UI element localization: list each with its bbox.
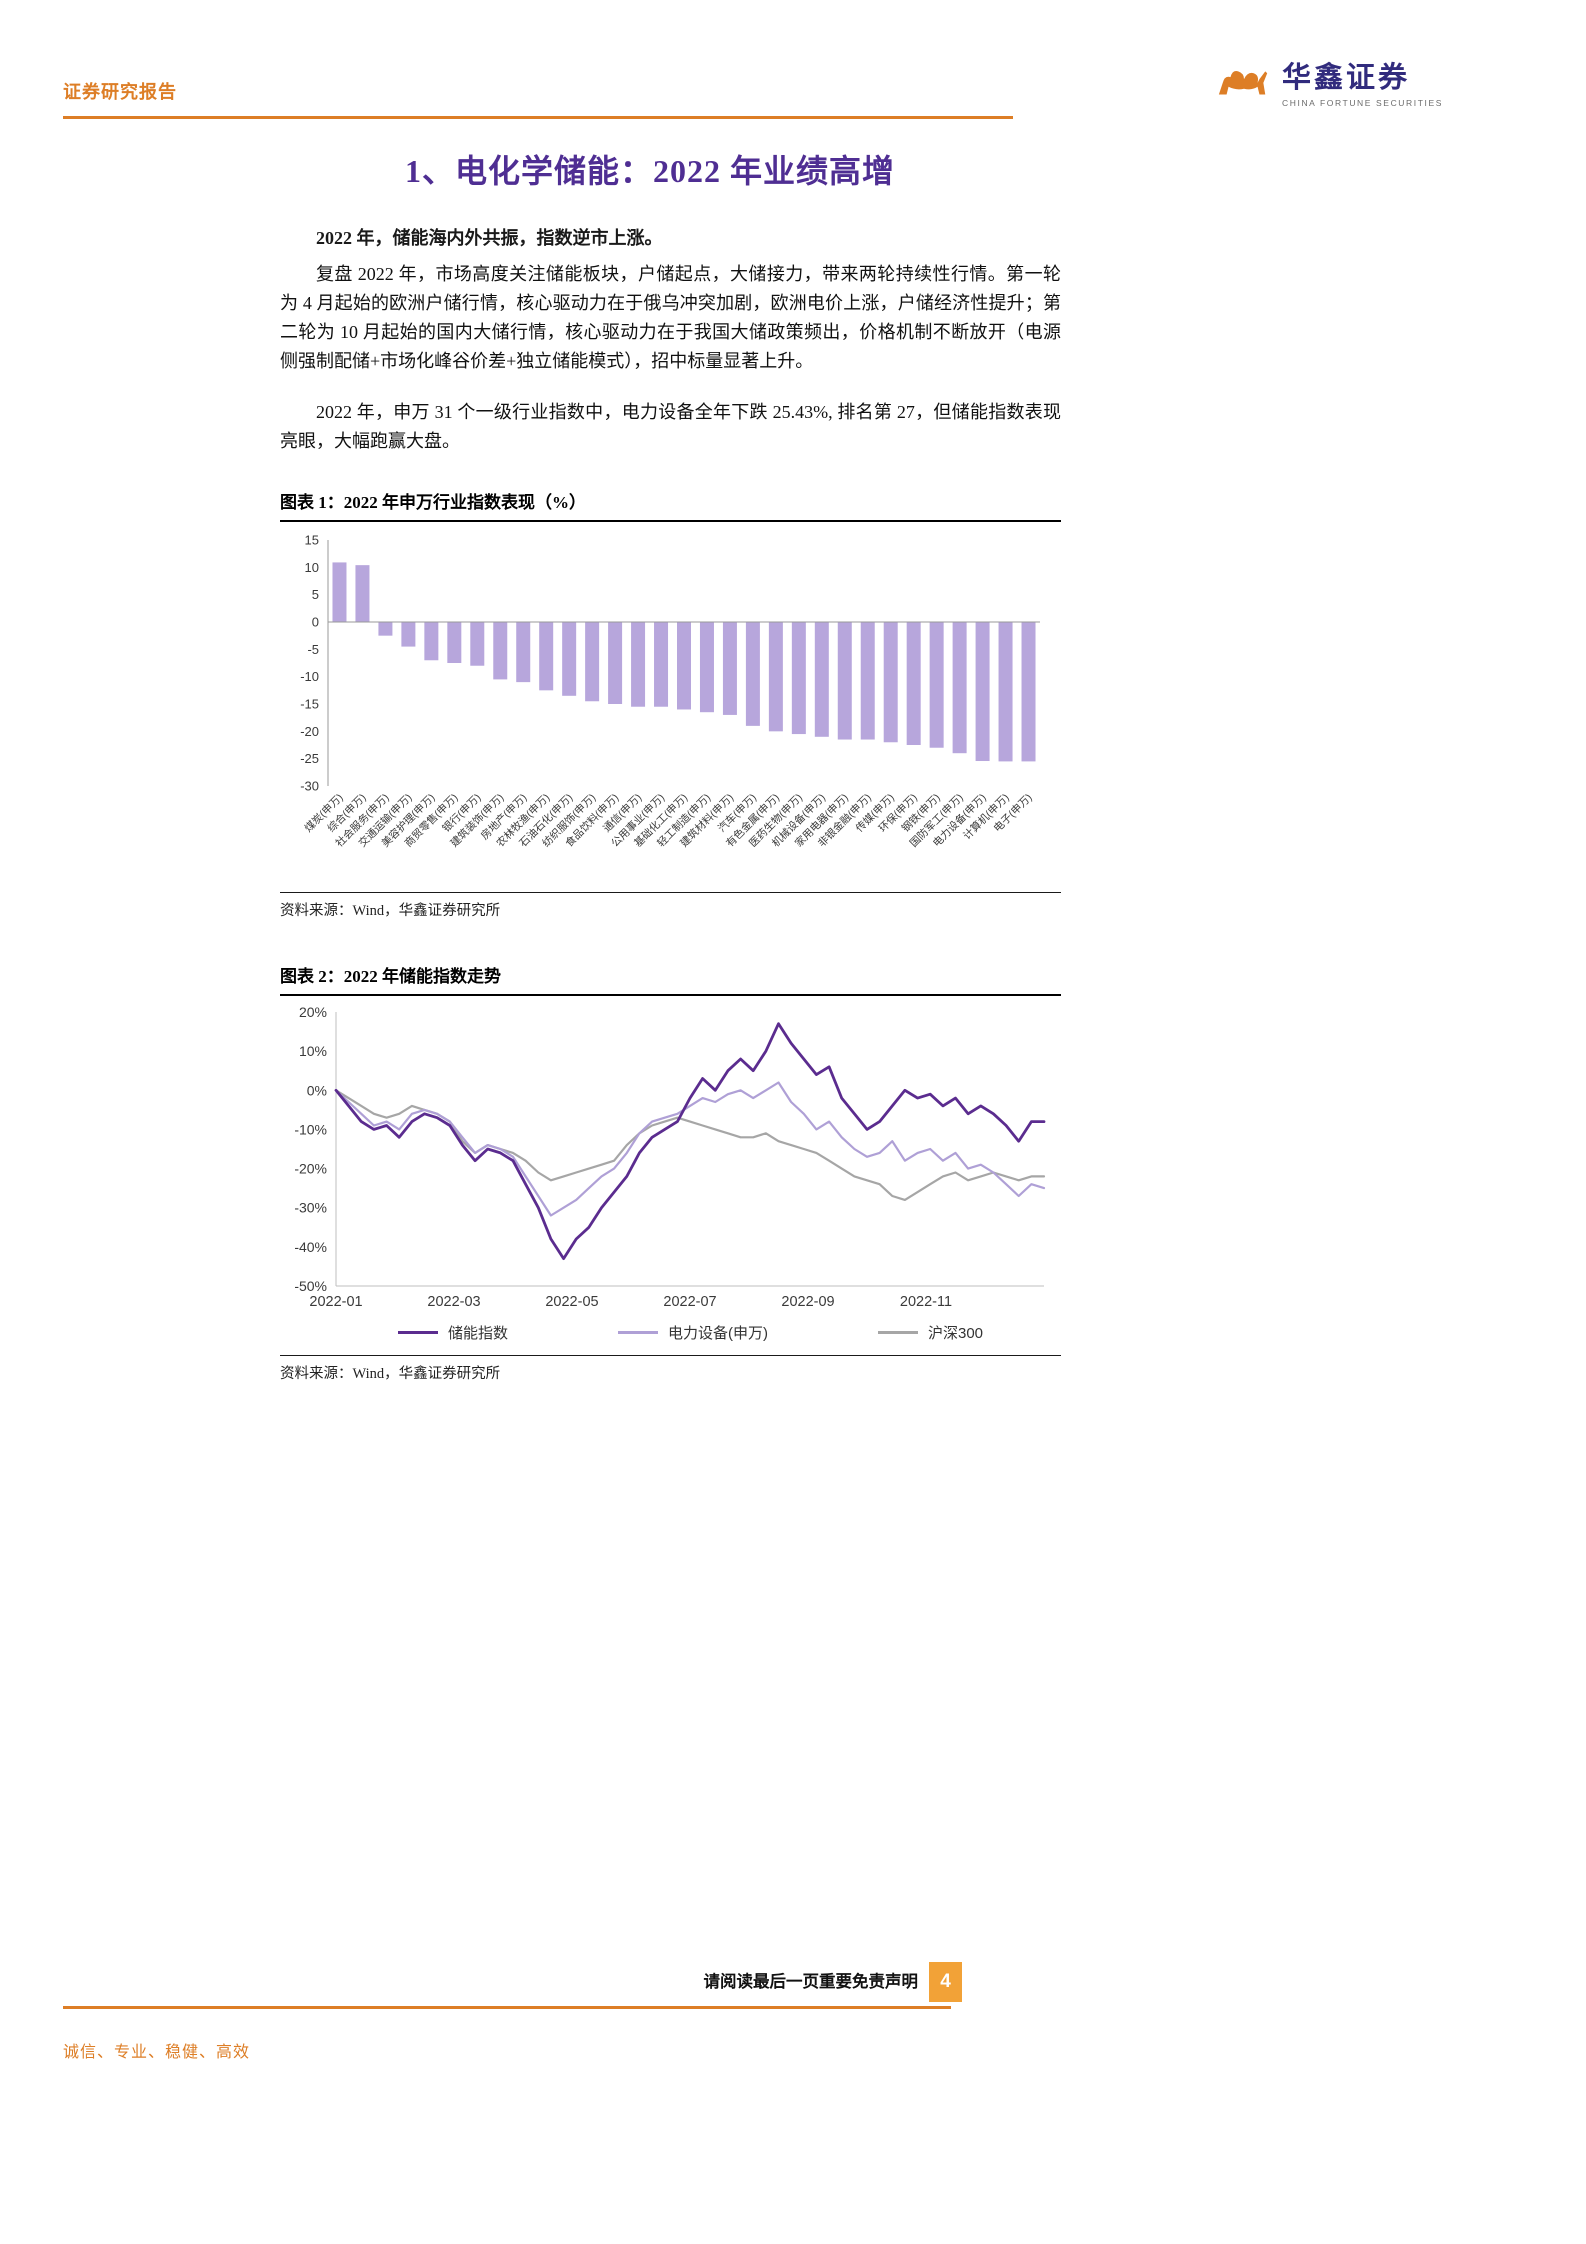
svg-text:2022-09: 2022-09 (781, 1294, 834, 1310)
svg-text:2022-11: 2022-11 (900, 1294, 952, 1310)
storage-index-line-chart: 20% 10% 0% -10% -20% -30% -40% -50%2022-01 2022-… (294, 1004, 1046, 1310)
paragraph-1: 复盘 2022 年，市场高度关注储能板块，户储起点，大储接力，带来两轮持续性行情… (280, 264, 1061, 371)
industry-performance-bar-chart: 151050-5-10-15-20-25-30煤炭(申万)综合(申万)社会服务(… (300, 533, 1040, 850)
legend-item-hs300: 沪深300 (877, 1322, 984, 1343)
svg-text:20%: 20% (299, 1004, 327, 1020)
svg-text:15: 15 (305, 533, 319, 548)
svg-text:-40%: -40% (294, 1239, 327, 1255)
svg-text:-30%: -30% (294, 1200, 327, 1216)
legend-item-power-equipment: 电力设备(申万) (617, 1322, 768, 1343)
chart-legend: 储能指数 电力设备(申万) 沪深300 (280, 1318, 1061, 1353)
svg-text:0: 0 (312, 615, 319, 630)
svg-text:2022-07: 2022-07 (663, 1294, 716, 1310)
legend-item-storage-index: 储能指数 (397, 1322, 508, 1343)
svg-text:-30: -30 (300, 779, 319, 794)
svg-text:2022-01: 2022-01 (309, 1294, 362, 1310)
svg-text:-20: -20 (300, 724, 319, 739)
figure-1-footer-rule: 资料来源：Wind，华鑫证券研究所 (280, 892, 1061, 920)
svg-text:5: 5 (312, 587, 319, 602)
header-rule (63, 116, 1013, 119)
legend-swatch-storage-index (397, 1330, 438, 1335)
svg-text:-15: -15 (300, 697, 319, 712)
disclaimer-text: 请阅读最后一页重要免责声明 (703, 1972, 919, 1991)
legend-label-power-equipment: 电力设备(申万) (667, 1325, 768, 1342)
svg-text:-10%: -10% (294, 1121, 327, 1137)
camel-logo-icon (1218, 70, 1268, 95)
svg-text:-50%: -50% (294, 1278, 327, 1294)
svg-text:2022-05: 2022-05 (545, 1294, 598, 1310)
svg-text:-20%: -20% (294, 1161, 327, 1177)
svg-text:10%: 10% (299, 1043, 327, 1059)
svg-text:10: 10 (305, 560, 319, 575)
paragraph-2: 2022 年，申万 31 个一级行业指数中，电力设备全年下跌 25.43%, 排… (280, 402, 1061, 451)
figure-1: 图表 1：2022 年申万行业指数表现（%） 15 10 5 0 -5 -10 -15 -20… (280, 488, 1061, 920)
figure-2: 图表 2：2022 年储能指数走势 20% 10% 0% -10% -20% -30% -4… (280, 962, 1061, 1383)
company-motto: 诚信、专业、稳健、高效 (63, 2044, 251, 2061)
figure-1-source: 资料来源：Wind，华鑫证券研究所 (280, 903, 501, 919)
svg-text:0%: 0% (307, 1082, 327, 1098)
svg-text:-10: -10 (300, 669, 319, 684)
legend-label-storage-index: 储能指数 (447, 1325, 508, 1342)
legend-swatch-power-equipment (617, 1330, 658, 1335)
lead-paragraph: 2022 年，储能海内外共振，指数逆市上涨。 (316, 228, 663, 248)
legend-label-hs300: 沪深300 (927, 1325, 984, 1342)
svg-text:-25: -25 (300, 751, 319, 766)
svg-text:2022-03: 2022-03 (427, 1294, 480, 1310)
figure-2-source: 资料来源：Wind，华鑫证券研究所 (280, 1366, 501, 1382)
figure-1-title: 图表 1：2022 年申万行业指数表现（%） (280, 488, 1061, 522)
figure-2-footer-rule: 资料来源：Wind，华鑫证券研究所 (280, 1355, 1061, 1383)
figure-2-title: 图表 2：2022 年储能指数走势 (280, 962, 1061, 996)
brand-subtitle: CHINA FORTUNE SECURITIES (1282, 98, 1444, 108)
brand-name: 华鑫证券 (1282, 62, 1411, 94)
legend-swatch-hs300 (877, 1330, 918, 1335)
report-type-label: 证券研究报告 (63, 82, 177, 102)
page-number-badge: 4 (929, 1962, 962, 2002)
svg-text:-5: -5 (307, 642, 319, 657)
footer-rule (63, 2006, 951, 2009)
page-title: 1、电化学储能：2022 年业绩高增 (404, 153, 895, 189)
brand-logo: 华鑫证券 CHINA FORTUNE SECURITIES (1215, 54, 1443, 108)
